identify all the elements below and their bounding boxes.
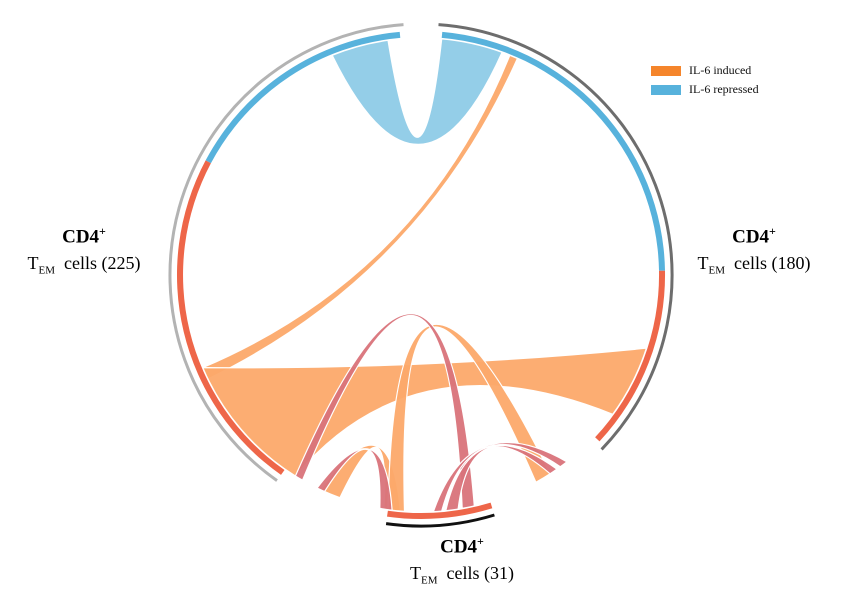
node-sup-bottom: +: [477, 534, 484, 548]
segment-bottom-induced: [387, 502, 493, 519]
node-title-bottom: CD4: [440, 536, 478, 558]
ribbon-induced-thin: [202, 54, 519, 380]
legend-item-repressed: IL-6 repressed: [651, 80, 759, 99]
ribbons: [201, 38, 648, 513]
node-count-bottom: cells (31): [446, 563, 514, 584]
ribbon-induced-large: [201, 347, 648, 477]
legend-swatch-induced: [651, 65, 681, 76]
node-sup-right: +: [769, 224, 776, 238]
segments: [176, 31, 666, 519]
node-sub-bottom: EM: [421, 574, 438, 587]
node-sub-right: EM: [708, 264, 726, 277]
ribbon-induced-right-bottom: [387, 323, 551, 513]
ribbon-mixed-3: [445, 444, 558, 512]
ribbon-mixed-1: [316, 448, 393, 511]
legend-label-induced: IL-6 induced: [689, 63, 752, 77]
node-prefix-bottom: T: [410, 563, 421, 584]
ribbon-repressed-left-right: [331, 38, 503, 145]
segment-right-induced: [595, 270, 666, 442]
node-label-right: CD4+ TEM cells (180): [684, 218, 824, 284]
outer-arcs: [168, 23, 674, 528]
outer-arc-right: [438, 23, 674, 451]
legend-item-induced: IL-6 induced: [651, 61, 759, 80]
outer-arc-left: [168, 23, 404, 482]
outer-arc-bottom: [385, 513, 495, 528]
node-title-left: CD4: [62, 226, 100, 248]
ribbon-mixed-4: [432, 441, 568, 513]
node-title-right: CD4: [732, 226, 770, 248]
node-sup-left: +: [99, 224, 106, 238]
node-prefix-left: T: [27, 253, 39, 274]
legend-swatch-repressed: [651, 84, 681, 95]
node-count-right: cells (180): [734, 253, 811, 274]
legend: IL-6 induced IL-6 repressed: [651, 61, 759, 99]
node-prefix-right: T: [697, 253, 709, 274]
node-label-bottom: CD4+ TEM cells (31): [392, 528, 532, 594]
node-sub-left: EM: [38, 264, 56, 277]
node-count-left: cells (225): [64, 253, 141, 274]
node-label-left: CD4+ TEM cells (225): [14, 218, 154, 284]
ribbon-mixed-2: [294, 313, 475, 510]
legend-label-repressed: IL-6 repressed: [689, 82, 759, 96]
